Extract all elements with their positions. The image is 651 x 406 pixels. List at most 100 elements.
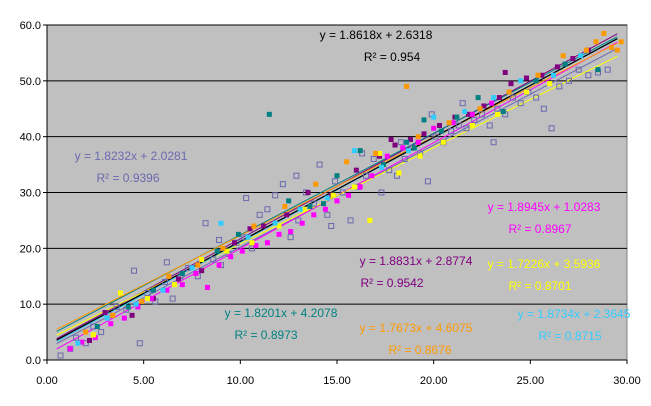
data-point-series-3 xyxy=(421,117,427,123)
data-point-series-6 xyxy=(406,148,412,154)
trendline-equation-label: y = 1.7673x + 4.6075 xyxy=(360,321,473,335)
data-point-series-1 xyxy=(463,125,470,132)
x-tick-label: 15.00 xyxy=(323,375,351,387)
data-point-series-7 xyxy=(373,150,379,156)
data-point-series-3 xyxy=(125,304,131,310)
data-point-series-3 xyxy=(438,128,444,134)
data-point-series-1 xyxy=(256,211,263,218)
data-point-series-1 xyxy=(310,200,317,207)
data-point-series-7 xyxy=(195,262,201,268)
data-point-series-1 xyxy=(328,223,335,229)
data-point-series-4 xyxy=(216,262,222,268)
data-point-series-1 xyxy=(386,167,393,174)
data-point-series-1 xyxy=(57,352,64,359)
data-point-series-4 xyxy=(228,254,234,260)
data-point-series-1 xyxy=(161,278,168,285)
data-point-series-4 xyxy=(357,184,363,190)
data-point-series-1 xyxy=(455,122,462,129)
data-point-series-4 xyxy=(264,240,270,246)
data-point-series-7 xyxy=(614,47,620,53)
data-point-series-1 xyxy=(169,295,176,302)
data-point-series-2 xyxy=(232,240,238,246)
data-point-series-7 xyxy=(593,39,599,45)
data-point-series-3 xyxy=(286,198,292,204)
data-point-series-2 xyxy=(465,111,471,117)
data-point-series-1 xyxy=(287,234,294,241)
data-point-series-4 xyxy=(253,243,259,249)
data-point-series-5 xyxy=(396,170,402,176)
data-point-series-3 xyxy=(475,95,481,101)
equation-labels: y = 1.8618x + 2.6318 R² = 0.954 y = 1.8232… xyxy=(75,28,631,357)
data-point-series-1 xyxy=(216,236,223,243)
data-point-series-4 xyxy=(322,206,328,212)
data-point-series-1 xyxy=(73,334,79,341)
x-tick-label: 10.00 xyxy=(227,375,255,387)
data-point-series-3 xyxy=(179,270,185,276)
data-point-series-7 xyxy=(535,72,541,78)
data-point-series-3 xyxy=(235,231,241,237)
data-point-series-1 xyxy=(202,220,209,227)
data-point-series-5 xyxy=(145,296,151,302)
data-point-series-1 xyxy=(272,192,279,199)
data-point-series-4 xyxy=(67,346,73,352)
data-point-series-1 xyxy=(479,111,485,118)
data-point-series-6 xyxy=(431,114,437,120)
data-point-series-4 xyxy=(108,321,114,327)
y-tick-label: 40.0 xyxy=(20,132,41,144)
trendline-overall xyxy=(56,38,618,341)
data-point-series-3 xyxy=(214,248,220,254)
data-point-series-4 xyxy=(311,212,317,218)
data-point-series-5 xyxy=(351,184,357,190)
data-point-series-3 xyxy=(94,324,100,329)
data-point-series-1 xyxy=(566,77,572,84)
data-point-series-5 xyxy=(117,290,123,296)
data-point-series-1 xyxy=(397,139,404,146)
data-point-series-1 xyxy=(264,206,271,213)
trendline-series-7 xyxy=(56,42,618,330)
data-point-series-6 xyxy=(189,265,195,271)
data-point-series-3 xyxy=(404,139,410,145)
data-point-series-2 xyxy=(175,276,181,282)
data-point-series-5 xyxy=(301,206,307,212)
data-point-series-4 xyxy=(431,125,437,131)
data-point-series-6 xyxy=(133,301,139,307)
data-point-series-5 xyxy=(330,192,336,198)
data-point-series-5 xyxy=(224,248,230,254)
data-point-series-2 xyxy=(353,167,359,173)
data-point-series-2 xyxy=(388,136,394,142)
x-tick-label: 5.00 xyxy=(133,375,154,387)
data-point-series-1 xyxy=(136,340,143,347)
y-tick-label: 20.0 xyxy=(20,243,41,255)
x-tick-label: 0.00 xyxy=(36,375,57,387)
data-point-series-2 xyxy=(87,337,93,343)
data-point-series-6 xyxy=(518,78,524,84)
data-point-series-2 xyxy=(436,123,442,128)
data-point-series-1 xyxy=(490,139,497,146)
y-tick-label: 50.0 xyxy=(20,76,41,88)
data-point-series-3 xyxy=(411,145,417,151)
data-point-series-1 xyxy=(248,245,255,252)
data-point-series-1 xyxy=(556,83,563,90)
data-point-series-2 xyxy=(523,75,529,81)
data-point-series-1 xyxy=(370,156,377,162)
data-point-series-5 xyxy=(547,81,553,87)
data-point-series-7 xyxy=(313,181,319,187)
data-point-series-1 xyxy=(98,329,105,336)
data-point-series-1 xyxy=(131,267,137,274)
data-point-series-1 xyxy=(509,94,516,101)
data-point-series-6 xyxy=(218,220,224,226)
data-point-series-4 xyxy=(450,120,456,126)
data-point-series-4 xyxy=(369,173,375,179)
data-point-series-7 xyxy=(415,134,421,140)
data-point-series-4 xyxy=(92,335,98,341)
x-tick-label: 30.00 xyxy=(613,375,641,387)
data-point-series-1 xyxy=(459,100,466,107)
data-point-series-1 xyxy=(363,172,369,179)
data-point-series-7 xyxy=(601,30,607,36)
data-point-series-7 xyxy=(560,53,566,59)
data-point-series-4 xyxy=(400,145,406,151)
data-point-series-2 xyxy=(508,81,514,87)
data-point-series-6 xyxy=(324,195,330,201)
data-point-series-2 xyxy=(305,190,311,195)
data-point-series-1 xyxy=(332,178,339,185)
